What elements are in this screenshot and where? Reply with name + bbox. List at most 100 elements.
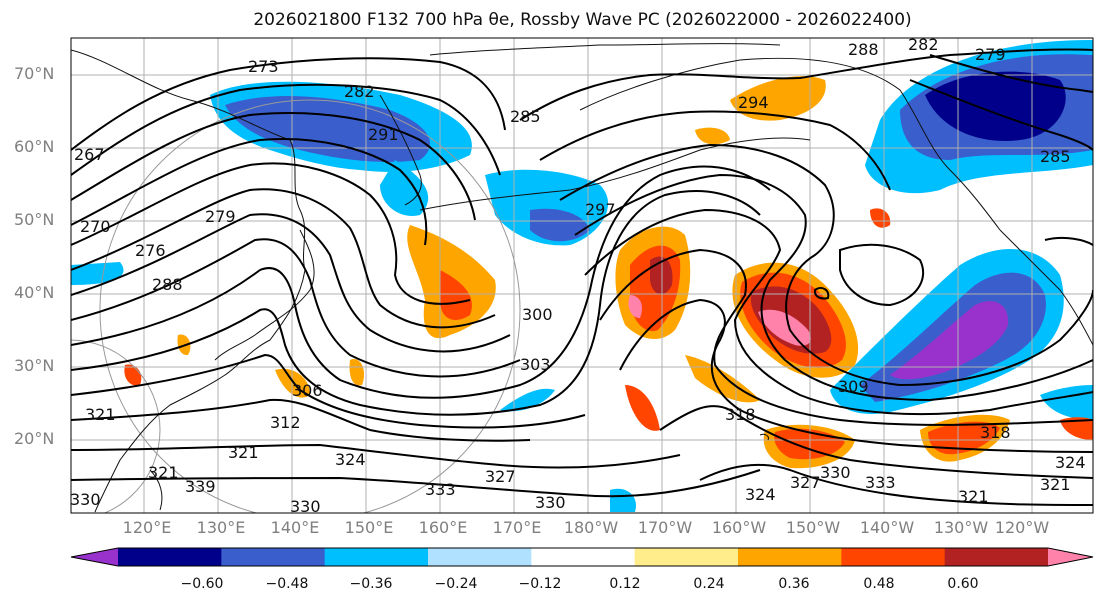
coastline-philippines — [149, 469, 163, 511]
positive-anomaly-region — [440, 270, 472, 320]
positive-anomaly-region — [870, 208, 891, 228]
contour-label: 306 — [292, 381, 323, 400]
colorbar-segment — [428, 548, 532, 566]
contour-label: 327 — [485, 467, 516, 486]
colorbar-tick-label: −0.36 — [349, 576, 393, 592]
contour-line — [71, 188, 496, 329]
contour-label: 321 — [148, 463, 179, 482]
contour-label: 330 — [820, 463, 851, 482]
coastline-hawaii — [759, 433, 769, 441]
lon-label: 140°E — [270, 518, 320, 537]
contour-line — [71, 112, 476, 221]
lon-label: 170°W — [637, 518, 693, 537]
coastlines — [71, 43, 1093, 513]
positive-anomaly-region — [628, 295, 642, 318]
colorbar-segment — [221, 548, 326, 566]
contour-line — [559, 143, 1093, 387]
contour-label: 276 — [135, 241, 166, 260]
colorbar-segment — [738, 548, 842, 566]
colorbar-segment — [324, 548, 429, 566]
contour-label: 309 — [838, 377, 869, 396]
positive-anomaly-region — [730, 76, 826, 121]
positive-anomaly-region — [695, 127, 730, 145]
contour-label: 282 — [908, 35, 939, 54]
lat-label: 40°N — [14, 283, 55, 302]
contour-label: 321 — [228, 443, 259, 462]
contour-line — [619, 298, 1093, 453]
contour-line — [71, 469, 761, 498]
contour-label: 330 — [70, 490, 101, 509]
coastline-north-america — [999, 229, 1093, 346]
contour-line — [71, 443, 681, 469]
graticule — [71, 38, 1093, 513]
lon-label: 130°W — [933, 518, 989, 537]
contour-label: 330 — [535, 493, 566, 512]
contour-label: 321 — [1040, 475, 1071, 494]
contour-label: 312 — [270, 413, 301, 432]
contour-line — [71, 238, 521, 378]
contour-label: 324 — [335, 450, 366, 469]
contour-label: 282 — [344, 82, 375, 101]
negative-anomaly-region — [925, 71, 1066, 141]
contour-label: 288 — [848, 40, 879, 59]
contour-label: 333 — [865, 473, 896, 492]
contour-label: 300 — [522, 305, 553, 324]
contour-line — [71, 398, 531, 442]
colorbar-segment — [634, 548, 739, 566]
contour-label: 279 — [975, 45, 1006, 64]
contour-line — [71, 83, 501, 176]
contour-label: 324 — [1055, 453, 1086, 472]
contour-line — [539, 110, 891, 191]
contour-label: 279 — [205, 207, 236, 226]
colorbar-segment — [531, 548, 636, 566]
contour-label: 318 — [980, 423, 1011, 442]
contour-line — [71, 162, 471, 305]
contour-label: 288 — [152, 275, 183, 294]
coastline-asia-east — [71, 49, 306, 513]
contour-label: 333 — [425, 480, 456, 499]
negative-anomaly-region — [890, 301, 1009, 380]
lon-label: 150°E — [344, 518, 394, 537]
contour-line — [929, 54, 1093, 93]
coastline-japan — [214, 229, 315, 361]
colorbar-segment — [944, 548, 1049, 566]
theta-e-contours — [71, 48, 1093, 506]
contour-label: 273 — [248, 57, 279, 76]
coastline-aleutians — [419, 137, 811, 211]
contour-label: 285 — [1040, 147, 1071, 166]
contour-label: 339 — [185, 477, 216, 496]
lat-label: 20°N — [14, 429, 55, 448]
contour-line — [71, 190, 761, 416]
contour-line — [839, 243, 925, 307]
colorbar-tick-label: 0.12 — [609, 576, 641, 592]
colorbar-tick-label: −0.24 — [434, 576, 478, 592]
coastline-kamchatka — [379, 94, 422, 206]
lon-label: 120°E — [122, 518, 172, 537]
colorbar-tick-label: 0.48 — [863, 576, 895, 592]
lon-label: 150°W — [785, 518, 841, 537]
negative-anomaly-region — [380, 160, 429, 216]
colorbar-tick-label: −0.12 — [518, 576, 562, 592]
contour-line — [659, 405, 1093, 479]
colorbar-tick-label: −0.60 — [180, 576, 224, 592]
positive-anomaly-region — [758, 309, 811, 346]
colorbar-tick-label: 0.24 — [693, 576, 725, 592]
lon-label: 160°E — [418, 518, 468, 537]
lat-label: 30°N — [14, 356, 55, 375]
contour-label: 297 — [585, 200, 616, 219]
lon-label: 120°W — [994, 518, 1050, 537]
negative-anomaly-region — [530, 208, 590, 242]
lon-label: 180°W — [563, 518, 619, 537]
contour-line — [699, 463, 1093, 506]
contour-label: 270 — [80, 217, 111, 236]
contour-line — [71, 353, 586, 429]
contour-labels: 273 282 288 282 279 285 294 291 267 297 … — [70, 35, 1086, 516]
contour-label: 330 — [290, 497, 321, 516]
contour-label: 303 — [520, 355, 551, 374]
contour-line — [584, 208, 1093, 416]
negative-anomaly-region — [610, 488, 636, 512]
contour-label: 291 — [368, 125, 399, 144]
colorbar-tick-label: 0.36 — [778, 576, 810, 592]
plot-frame — [70, 37, 1094, 514]
